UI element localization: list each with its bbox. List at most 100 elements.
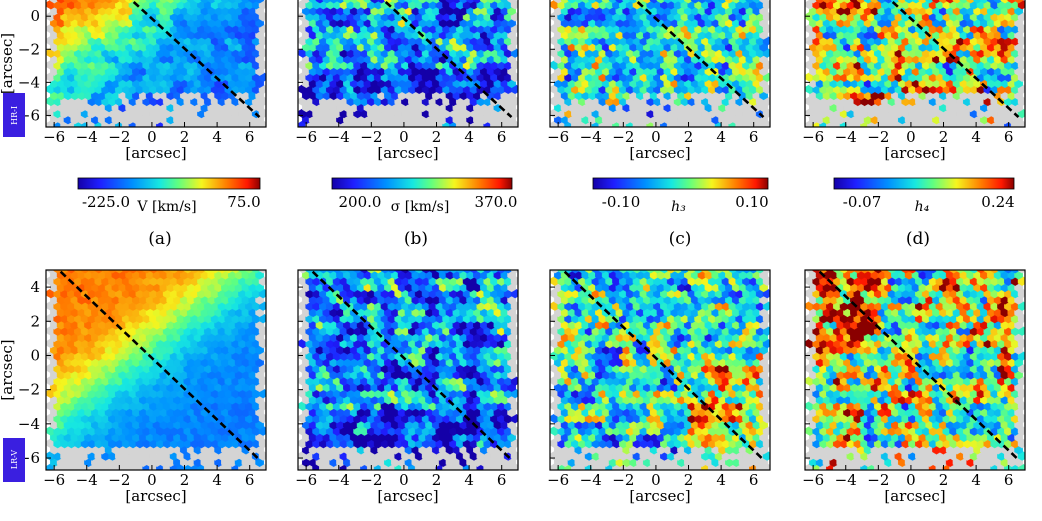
x-tick-label: −2 [612,128,634,146]
row-tag-lr-v: LR-V [3,438,25,482]
panel-r2-c3: −6 −4 −2 0 2 4 6 [arcsec] [547,269,771,505]
x-tick-label: 4 [464,471,474,489]
x-tick-label: 0 [399,128,409,146]
hex-bin-map [550,0,770,127]
x-tick-label: 2 [939,471,949,489]
x-tick-label: −4 [580,128,602,146]
x-tick-label: 6 [1004,471,1014,489]
y-tick-label: −4 [18,415,40,433]
x-tick-label: 6 [1004,128,1014,146]
panel-letter: (d) [906,229,930,249]
x-tick-label: 2 [939,128,949,146]
colorbar-max-label: 0.10 [735,193,768,211]
colorbar-min-label: -0.10 [602,193,640,211]
colorbar-title: V [km/s] [136,199,196,215]
y-tick-label: 4 [30,278,40,296]
x-tick-label: 0 [651,471,661,489]
x-tick-label: 2 [180,128,190,146]
hex-bin-map [46,0,266,127]
panel-r1-c2: −6 −4 −2 0 2 4 6 [arcsec] [295,0,519,162]
x-axis-label: [arcsec] [377,487,438,505]
x-tick-label: 2 [684,471,694,489]
panel-letter: (a) [148,229,171,249]
x-tick-label: 0 [906,471,916,489]
x-tick-label: −2 [612,471,634,489]
x-axis-label: [arcsec] [125,487,186,505]
x-axis-label: [arcsec] [377,144,438,162]
x-tick-label: −6 [547,471,569,489]
colorbar-min-label: -0.07 [843,193,881,211]
y-axis-label: [arcsec] [0,33,16,94]
x-axis-label: [arcsec] [125,144,186,162]
major-axis-line [129,0,261,119]
colorbar-title: h₄ [915,199,930,215]
panel-r2-c1: −6 −4 −2 0 2 4 6[arcsec]420−2−4−6[arcsec] [0,269,267,505]
x-tick-label: 4 [464,128,474,146]
x-tick-label: −2 [867,128,889,146]
x-tick-label: −4 [328,471,350,489]
y-tick-label: 0 [30,7,40,25]
x-tick-label: −6 [547,128,569,146]
x-tick-label: 0 [147,471,157,489]
hex-bin-map [46,270,266,470]
y-tick-label: 2 [30,312,40,330]
x-axis-label: [arcsec] [884,144,945,162]
x-tick-label: −4 [580,471,602,489]
x-tick-label: −4 [835,471,857,489]
panel-frame [804,0,1026,128]
x-axis-label: [arcsec] [629,144,690,162]
y-tick-label: 0 [30,346,40,364]
x-tick-label: −2 [108,128,130,146]
colorbar-min-label: 200.0 [339,193,382,211]
x-tick-label: 4 [716,128,726,146]
major-axis-line [563,270,765,461]
x-axis-label: [arcsec] [884,487,945,505]
colorbar-gradient [77,177,261,190]
panel-r1-c4: −6 −4 −2 0 2 4 6 [arcsec] [802,0,1026,162]
x-tick-label: −6 [295,471,317,489]
colorbar-2: 200.0 σ [km/s] 370.0 (b) [331,177,518,249]
panel-frame [297,0,519,128]
hex-bin-map [805,270,1025,470]
major-axis-line [59,270,261,461]
x-tick-label: 0 [651,128,661,146]
x-tick-label: 6 [245,128,255,146]
panel-letter: (b) [404,229,428,249]
y-tick-label: −2 [18,381,40,399]
x-tick-label: −6 [802,471,824,489]
panel-r2-c2: −6 −4 −2 0 2 4 6 [arcsec] [295,269,519,505]
x-tick-label: 4 [716,471,726,489]
colorbar-4: -0.07 h₄ 0.24 (d) [833,177,1015,249]
row-tag-lr-v-label: LR-V [9,450,19,470]
colorbar-gradient [592,177,769,190]
panel-frame [297,269,519,471]
colorbar-min-label: -225.0 [82,193,130,211]
colorbar-3: -0.10 h₃ 0.10 (c) [592,177,769,249]
panel-r1-c1: −6 −4 −2 0 2 4 6[arcsec]0−2−4−6[arcsec] [0,0,267,162]
x-tick-label: −6 [43,471,65,489]
colorbar-max-label: 370.0 [475,193,518,211]
hex-bin-map [298,0,518,127]
x-tick-label: 2 [432,128,442,146]
x-tick-label: 6 [497,128,507,146]
x-tick-label: −6 [295,128,317,146]
x-tick-label: 4 [971,471,981,489]
panel-frame [45,269,267,471]
x-tick-label: 2 [180,471,190,489]
hex-bin-map [298,270,518,470]
major-axis-line [381,0,513,119]
x-tick-label: 6 [497,471,507,489]
x-tick-label: −6 [43,128,65,146]
panel-frame [804,269,1026,471]
major-axis-line [633,0,765,119]
colorbar-gradient [833,177,1015,190]
panel-frame [549,0,771,128]
panel-frame [45,0,267,128]
colorbar-1: -225.0 V [km/s] 75.0 (a) [77,177,261,249]
y-tick-label: −4 [18,73,40,91]
x-tick-label: 4 [212,128,222,146]
colorbar-title: σ [km/s] [391,199,450,215]
x-tick-label: 6 [245,471,255,489]
x-tick-label: −4 [328,128,350,146]
x-tick-label: −4 [835,128,857,146]
